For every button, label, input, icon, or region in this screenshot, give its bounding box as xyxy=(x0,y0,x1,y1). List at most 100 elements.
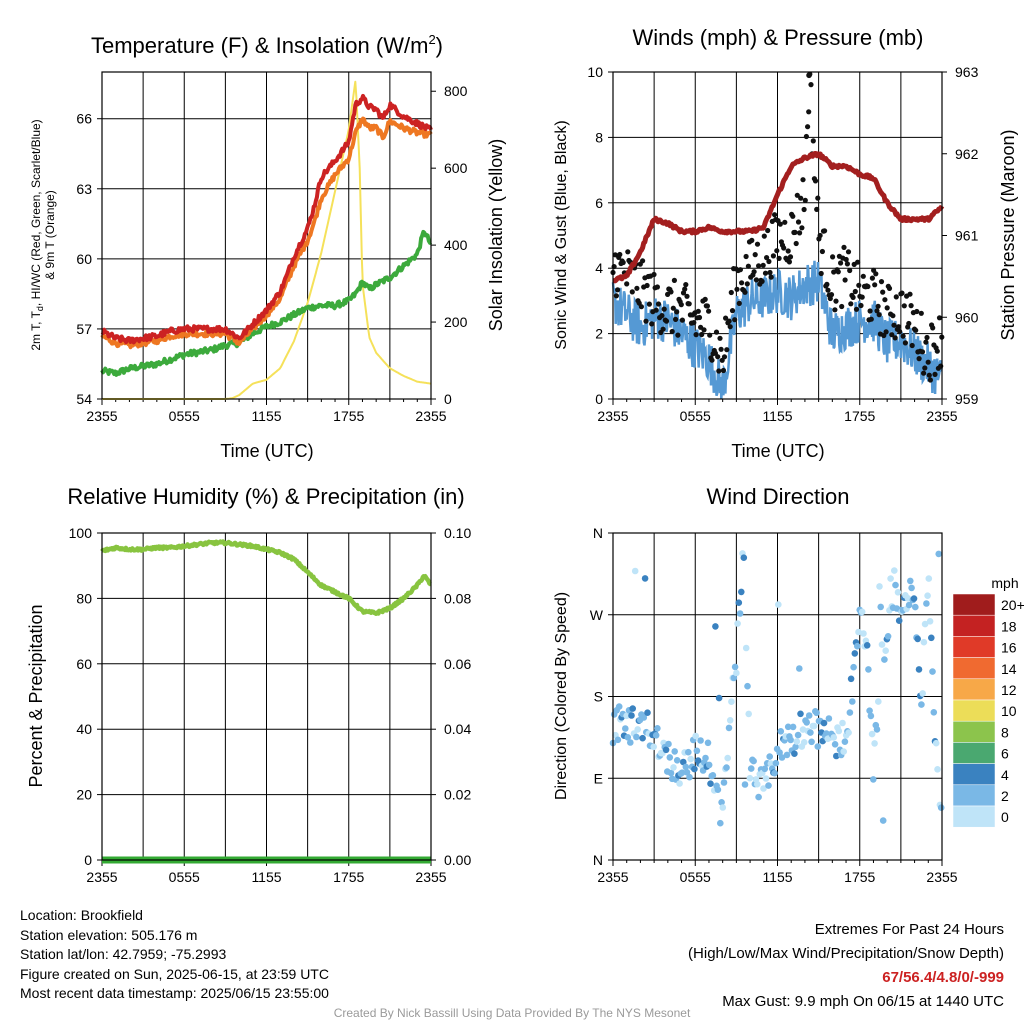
gust-point xyxy=(869,275,876,281)
direction-point xyxy=(910,595,918,602)
direction-point xyxy=(865,666,872,673)
colorbar-label: 20+ xyxy=(1001,597,1024,613)
gust-point xyxy=(686,301,692,307)
gust-point xyxy=(663,318,670,324)
series-line-2m-td xyxy=(100,229,433,377)
y-tick-label: 0 xyxy=(84,852,92,868)
gust-point xyxy=(889,332,895,338)
gust-point xyxy=(785,248,791,254)
gust-point xyxy=(693,332,699,338)
extremes-legend: (High/Low/Max Wind/Precipitation/Snow De… xyxy=(688,945,1004,962)
gust-point xyxy=(923,339,929,345)
direction-point xyxy=(796,665,803,672)
series-line-sonic-wind xyxy=(611,260,944,400)
gust-point xyxy=(655,301,662,307)
direction-point xyxy=(723,764,730,771)
direction-point xyxy=(783,751,791,759)
direction-point xyxy=(740,554,748,561)
direction-point xyxy=(934,766,941,773)
colorbar-swatch xyxy=(952,657,996,680)
gust-point xyxy=(723,315,729,321)
direction-point xyxy=(746,774,754,782)
gust-point xyxy=(860,273,866,279)
colorbar-swatch xyxy=(952,805,996,828)
y-tick-label: N xyxy=(593,852,603,868)
gust-point xyxy=(890,313,896,319)
gust-point xyxy=(736,300,742,306)
series-line-station-pressure xyxy=(611,151,945,284)
direction-point xyxy=(778,754,786,761)
gust-point xyxy=(828,292,835,298)
gust-point xyxy=(620,259,626,266)
gust-point xyxy=(822,228,828,234)
direction-point xyxy=(895,617,903,624)
gust-point xyxy=(743,253,749,260)
gust-point xyxy=(833,298,839,304)
gust-point xyxy=(720,367,727,374)
colorbar-swatch xyxy=(952,636,996,658)
x-tick-label: 0555 xyxy=(169,869,200,885)
colorbar-label: 16 xyxy=(1001,640,1017,656)
direction-point xyxy=(624,734,632,741)
gust-point xyxy=(896,324,902,330)
gust-point xyxy=(643,318,649,324)
gust-point xyxy=(701,327,707,333)
direction-point xyxy=(825,715,833,722)
direction-point xyxy=(841,738,849,745)
direction-point xyxy=(629,705,636,712)
direction-point xyxy=(879,817,887,824)
direction-point xyxy=(627,739,634,746)
direction-point xyxy=(891,567,898,574)
gust-point xyxy=(751,269,757,275)
colorbar-title: mph xyxy=(991,575,1018,591)
gust-point xyxy=(848,301,854,307)
gust-point xyxy=(852,288,858,295)
gust-point xyxy=(859,294,865,300)
gust-point xyxy=(624,281,630,287)
gust-point xyxy=(776,255,782,261)
direction-point xyxy=(784,723,792,731)
gust-point xyxy=(844,261,851,267)
direction-point xyxy=(920,638,928,646)
direction-point xyxy=(849,698,856,705)
direction-point xyxy=(682,763,690,771)
max-gust-text: Max Gust: 9.9 mph On 06/15 at 1440 UTC xyxy=(722,993,1004,1010)
direction-point xyxy=(767,760,775,767)
y-tick-label: 100 xyxy=(69,525,93,541)
y2-tick-label: 0.06 xyxy=(444,656,471,672)
direction-point xyxy=(704,739,712,747)
winds-xlabel: Time (UTC) xyxy=(731,441,824,461)
gust-point xyxy=(729,308,736,314)
direction-point xyxy=(662,746,670,754)
gust-point xyxy=(855,259,861,265)
gust-point xyxy=(777,221,783,227)
gust-point xyxy=(819,248,826,255)
direction-point xyxy=(667,769,675,777)
direction-point xyxy=(793,738,801,745)
direction-point xyxy=(754,780,761,788)
direction-point xyxy=(631,567,639,575)
direction-point xyxy=(639,734,646,742)
gust-point xyxy=(772,212,778,218)
y-tick-label: 60 xyxy=(76,251,92,267)
gust-point xyxy=(841,244,847,250)
gust-point xyxy=(812,178,819,184)
direction-point xyxy=(813,709,820,717)
gust-point xyxy=(713,329,720,335)
gust-point xyxy=(654,284,661,290)
y2-tick-label: 0 xyxy=(444,391,452,407)
direction-point xyxy=(650,743,657,751)
y-tick-label: 20 xyxy=(76,787,92,803)
direction-point xyxy=(930,709,938,716)
gust-point xyxy=(872,282,878,288)
gust-point xyxy=(669,328,675,335)
direction-point xyxy=(670,764,677,771)
y2-tick-label: 0.08 xyxy=(444,590,471,606)
gust-point xyxy=(925,359,931,365)
gust-point xyxy=(901,303,907,309)
x-tick-label: 0555 xyxy=(680,869,711,885)
gust-point xyxy=(682,286,688,292)
gust-point xyxy=(625,249,631,255)
gust-point xyxy=(802,197,808,203)
